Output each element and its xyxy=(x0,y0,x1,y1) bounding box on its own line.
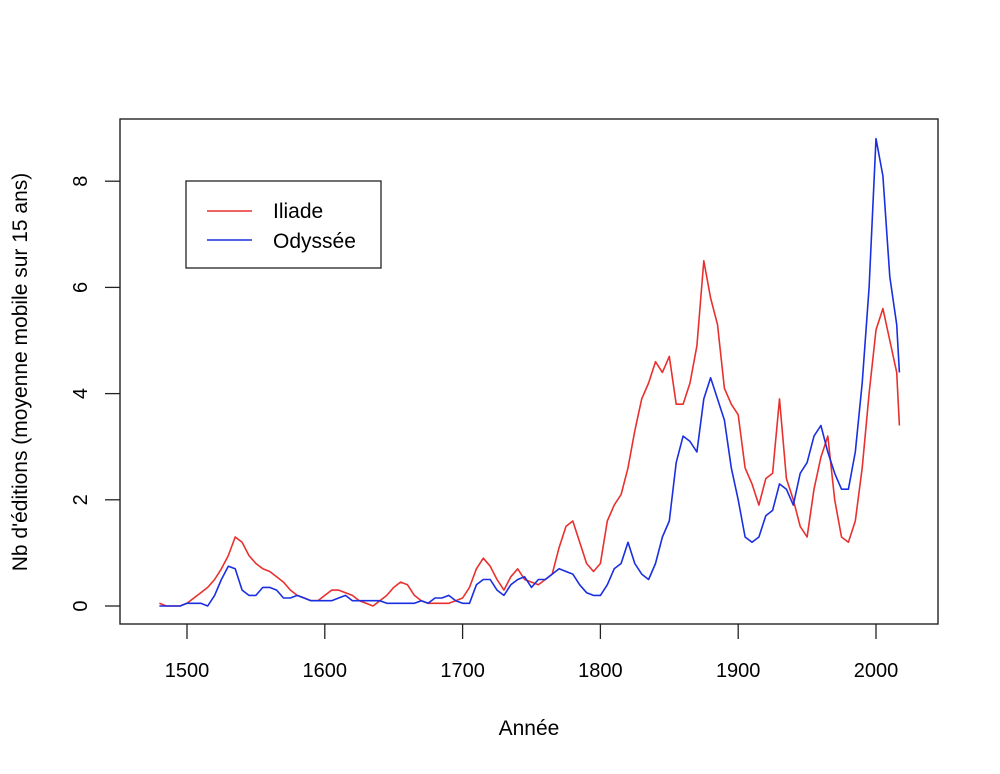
y-tick-label: 8 xyxy=(70,176,92,187)
y-axis-title: Nb d'éditions (moyenne mobile sur 15 ans… xyxy=(9,173,32,572)
plot-frame xyxy=(119,118,939,625)
series-layer xyxy=(159,137,901,607)
y-axis: 0 2 4 6 8 xyxy=(70,176,120,612)
x-tick-label: 1700 xyxy=(440,660,485,682)
y-tick-label: 6 xyxy=(70,282,92,293)
legend-label-odyssee: Odyssée xyxy=(273,230,356,253)
x-axis-title: Année xyxy=(499,717,560,740)
x-tick-label: 1500 xyxy=(165,660,210,682)
x-tick-label: 1900 xyxy=(716,660,761,682)
legend: Iliade Odyssée xyxy=(185,180,382,269)
series-line-iliade xyxy=(159,259,901,607)
y-tick-label: 0 xyxy=(70,600,92,611)
legend-label-iliade: Iliade xyxy=(273,200,323,223)
x-axis: 1500 1600 1700 1800 1900 2000 xyxy=(165,624,899,682)
x-tick-label: 1800 xyxy=(578,660,623,682)
y-tick-label: 2 xyxy=(70,494,92,505)
series-line-odyssee xyxy=(159,137,901,607)
x-tick-label: 2000 xyxy=(854,660,899,682)
x-tick-label: 1600 xyxy=(303,660,348,682)
y-tick-label: 4 xyxy=(70,388,92,399)
legend-box xyxy=(185,180,382,269)
